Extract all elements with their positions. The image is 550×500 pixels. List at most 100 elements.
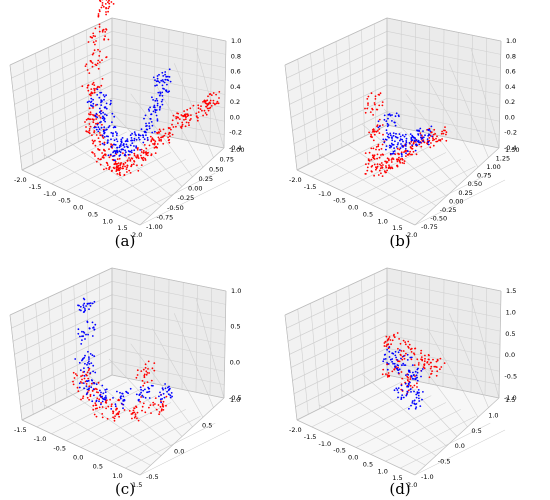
data-point [83,367,85,370]
data-point [88,360,90,363]
grid-line [110,415,201,462]
data-point [212,102,215,104]
data-point [141,394,144,397]
data-point [370,133,372,136]
data-point [424,357,426,360]
data-point [380,172,382,175]
data-point [84,308,86,310]
data-point [397,396,399,399]
data-point [387,158,390,161]
data-point [125,168,128,171]
data-point [403,162,405,165]
grid-line [414,429,506,476]
data-point [396,389,399,391]
data-point [151,96,153,99]
data-point [115,413,118,416]
data-point [121,392,124,395]
data-point [87,333,89,336]
data-point [430,125,433,128]
data-point [130,137,133,139]
data-point [91,83,94,86]
data-point [84,65,87,67]
data-point [419,141,422,144]
data-point [400,398,403,400]
grid-line [167,279,170,387]
data-point [372,114,374,116]
data-point [85,393,88,396]
data-point [382,138,385,141]
data-point [428,376,431,379]
data-point [368,151,371,154]
data-point [93,49,96,52]
data-point [392,143,395,146]
data-point [374,103,376,106]
grid-line [181,282,184,390]
data-point [378,125,381,128]
data-point [94,371,97,374]
data-point [156,104,159,107]
data-point [135,138,138,141]
grid-line [139,179,231,226]
data-point [88,398,90,401]
data-point [124,165,126,168]
data-point [389,146,391,149]
data-point [408,152,411,155]
data-point [103,98,105,101]
data-point [81,339,83,341]
z-tick-label: 1.0 [506,37,516,45]
data-point [72,383,75,386]
data-point [135,156,137,158]
data-point [181,125,183,128]
data-point [399,342,402,345]
data-point [378,128,381,131]
data-point [104,395,107,397]
data-point [417,362,420,364]
data-point [142,368,145,371]
data-point [149,135,152,138]
data-point [114,162,117,165]
data-point [103,131,106,134]
data-point [415,393,418,396]
grid-line [43,154,151,216]
data-point [150,113,152,116]
data-point [401,394,403,396]
data-point [144,366,147,369]
data-point [165,404,167,407]
data-point [386,362,388,364]
data-point [93,300,96,303]
data-point [158,73,160,76]
data-point [377,174,380,176]
grid-line [60,41,68,148]
data-point [161,84,164,87]
data-point [383,114,386,117]
caption-a: (a) [114,232,136,250]
data-point [416,386,418,388]
pane-edge [111,17,227,42]
data-point [88,367,91,370]
data-point [420,145,423,148]
data-point [365,163,367,166]
data-point [184,125,187,128]
data-point [197,111,200,113]
data-point [133,139,136,142]
data-point [143,138,146,141]
data-point [101,4,104,7]
data-point [120,145,122,147]
data-point [410,351,413,353]
data-point [424,134,426,137]
data-point [190,114,192,116]
data-point [391,360,393,363]
data-point [385,165,387,167]
data-point [152,401,155,404]
grid-line [427,78,479,168]
data-point [88,107,91,110]
data-point [119,166,122,169]
data-point [101,2,104,4]
data-point [439,357,442,360]
data-point [104,35,106,38]
data-point [85,383,88,385]
data-point [85,373,87,376]
data-point [418,397,420,400]
grid-line [348,285,354,392]
data-point [375,108,378,111]
